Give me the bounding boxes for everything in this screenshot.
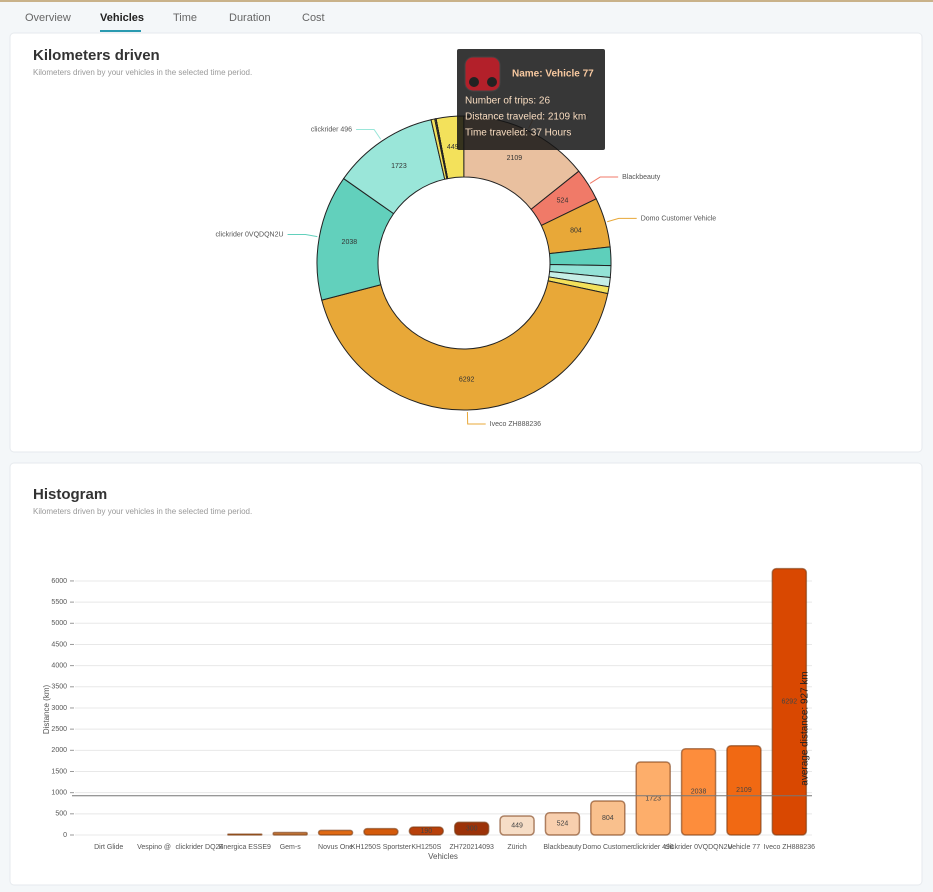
bar (272, 831, 308, 836)
chart-subtitle: Kilometers driven by your vehicles in th… (33, 68, 252, 77)
bar-value-label: 6292 (782, 699, 798, 706)
x-tick-label: KH1250S (411, 844, 441, 851)
bar-value-label: 524 (557, 821, 569, 828)
bar (227, 833, 263, 836)
bar-value-label: 1723 (645, 795, 661, 802)
slice-name-label: Blackbeauty (622, 174, 661, 181)
slice-name-label: Domo Customer Vehicle (641, 215, 717, 222)
bar (680, 747, 717, 836)
y-tick-label: 500 (55, 811, 67, 818)
y-tick-label: 2000 (51, 747, 67, 754)
x-tick-label: Blackbeauty (543, 844, 582, 851)
bar-value-label: 300 (466, 825, 478, 832)
x-tick-label: Iveco ZH888236 (764, 844, 815, 851)
bar-value-label: 804 (602, 815, 614, 822)
slice-value-label: 804 (570, 228, 582, 235)
y-tick-label: 2500 (51, 726, 67, 733)
slice-name-label: clickrider 496 (311, 126, 352, 133)
y-axis-title: Distance (km) (42, 684, 51, 734)
x-tick-label: Energica ESSE9 (219, 844, 271, 851)
leader-line (589, 176, 619, 184)
x-tick-label: Domo Customer (582, 844, 634, 851)
bar (408, 826, 445, 836)
y-tick-label: 3500 (51, 684, 67, 691)
slice-value-label: 449 (447, 144, 459, 151)
slice-value-label: 524 (557, 198, 569, 205)
slice-value-label: 6292 (459, 376, 475, 383)
tab-underline (100, 30, 141, 32)
leader-line (287, 233, 318, 238)
y-tick-label: 4500 (51, 641, 67, 648)
bar (499, 815, 535, 836)
slice-value-label: 2109 (507, 155, 523, 162)
x-tick-label: Novus One (318, 844, 353, 851)
x-tick-label: Gem-s (280, 844, 302, 851)
y-tick-label: 6000 (51, 578, 67, 585)
tab[interactable]: Duration (229, 12, 271, 24)
donut-chart: Kilometers driven Kilometers driven by yo… (33, 47, 716, 428)
vehicle-icon-wheel (487, 77, 497, 87)
x-tick-label: Vehicle 77 (728, 844, 760, 851)
y-tick-label: 1500 (51, 768, 67, 775)
y-tick-label: 5000 (51, 620, 67, 627)
tooltip-title: Name: Vehicle 77 (512, 69, 594, 80)
x-tick-label: ZH720214093 (450, 844, 494, 851)
card (9, 32, 923, 453)
donut-slice (435, 118, 449, 179)
x-tick-label: Zürich (507, 844, 527, 851)
top-border (0, 0, 933, 2)
slice-name-label: Iveco ZH888236 (490, 421, 541, 428)
leader-line (356, 128, 382, 140)
x-tick-label: Dirt Glide (94, 844, 123, 851)
y-tick-label: 0 (63, 832, 67, 839)
x-tick-label: KH1250S Sportster (351, 844, 412, 851)
histogram-chart: Histogram Kilometers driven by your vehic… (33, 486, 815, 861)
leader-line (466, 411, 486, 425)
x-axis-title: Vehicles (428, 852, 458, 861)
bar (363, 827, 399, 836)
tooltip-line: Distance traveled: 2109 km (465, 112, 586, 123)
bar (771, 567, 808, 836)
average-label: average distance: 927 km (800, 671, 811, 786)
y-tick-label: 4000 (51, 662, 67, 669)
bar-value-label: 2109 (736, 787, 752, 794)
donut-slice (321, 280, 609, 411)
y-tick-label: 1000 (51, 790, 67, 797)
x-tick-label: clickrider 0VQDQN2U (665, 844, 733, 851)
bar (317, 829, 354, 836)
y-tick-label: 5500 (51, 599, 67, 606)
slice-value-label: 2038 (342, 239, 358, 246)
leader-line (607, 217, 637, 223)
tooltip: Name: Vehicle 77 Number of trips: 26 Dista… (457, 49, 605, 150)
tab[interactable]: Cost (302, 12, 325, 24)
bar (635, 761, 671, 836)
tab[interactable]: Overview (25, 12, 71, 24)
bar (544, 812, 581, 836)
bar-value-label: 449 (511, 822, 523, 829)
x-tick-label: clickrider DQ24 (176, 844, 224, 851)
slice-name-label: clickrider 0VQDQN2U (215, 231, 283, 238)
bar-value-label: 2038 (691, 789, 707, 796)
bar (726, 744, 762, 836)
chart-subtitle: Kilometers driven by your vehicles in th… (33, 507, 252, 516)
x-tick-label: Vespino @ (137, 844, 171, 851)
tab[interactable]: Vehicles (100, 12, 144, 24)
x-tick-label: clickrider 496 (633, 844, 674, 851)
slice-value-label: 1723 (391, 163, 407, 170)
tab-bar: Overview Vehicles Time Duration Cost (25, 12, 325, 32)
chart-title: Kilometers driven (33, 47, 160, 64)
bar (590, 800, 626, 836)
tooltip-line: Number of trips: 26 (465, 96, 550, 107)
bar (453, 821, 490, 836)
vehicle-icon-wheel (469, 77, 479, 87)
tab[interactable]: Time (173, 12, 197, 24)
tooltip-line: Time traveled: 37 Hours (465, 128, 571, 139)
chart-title: Histogram (33, 486, 107, 503)
bar-value-label: 190 (420, 828, 432, 835)
y-tick-label: 3000 (51, 705, 67, 712)
